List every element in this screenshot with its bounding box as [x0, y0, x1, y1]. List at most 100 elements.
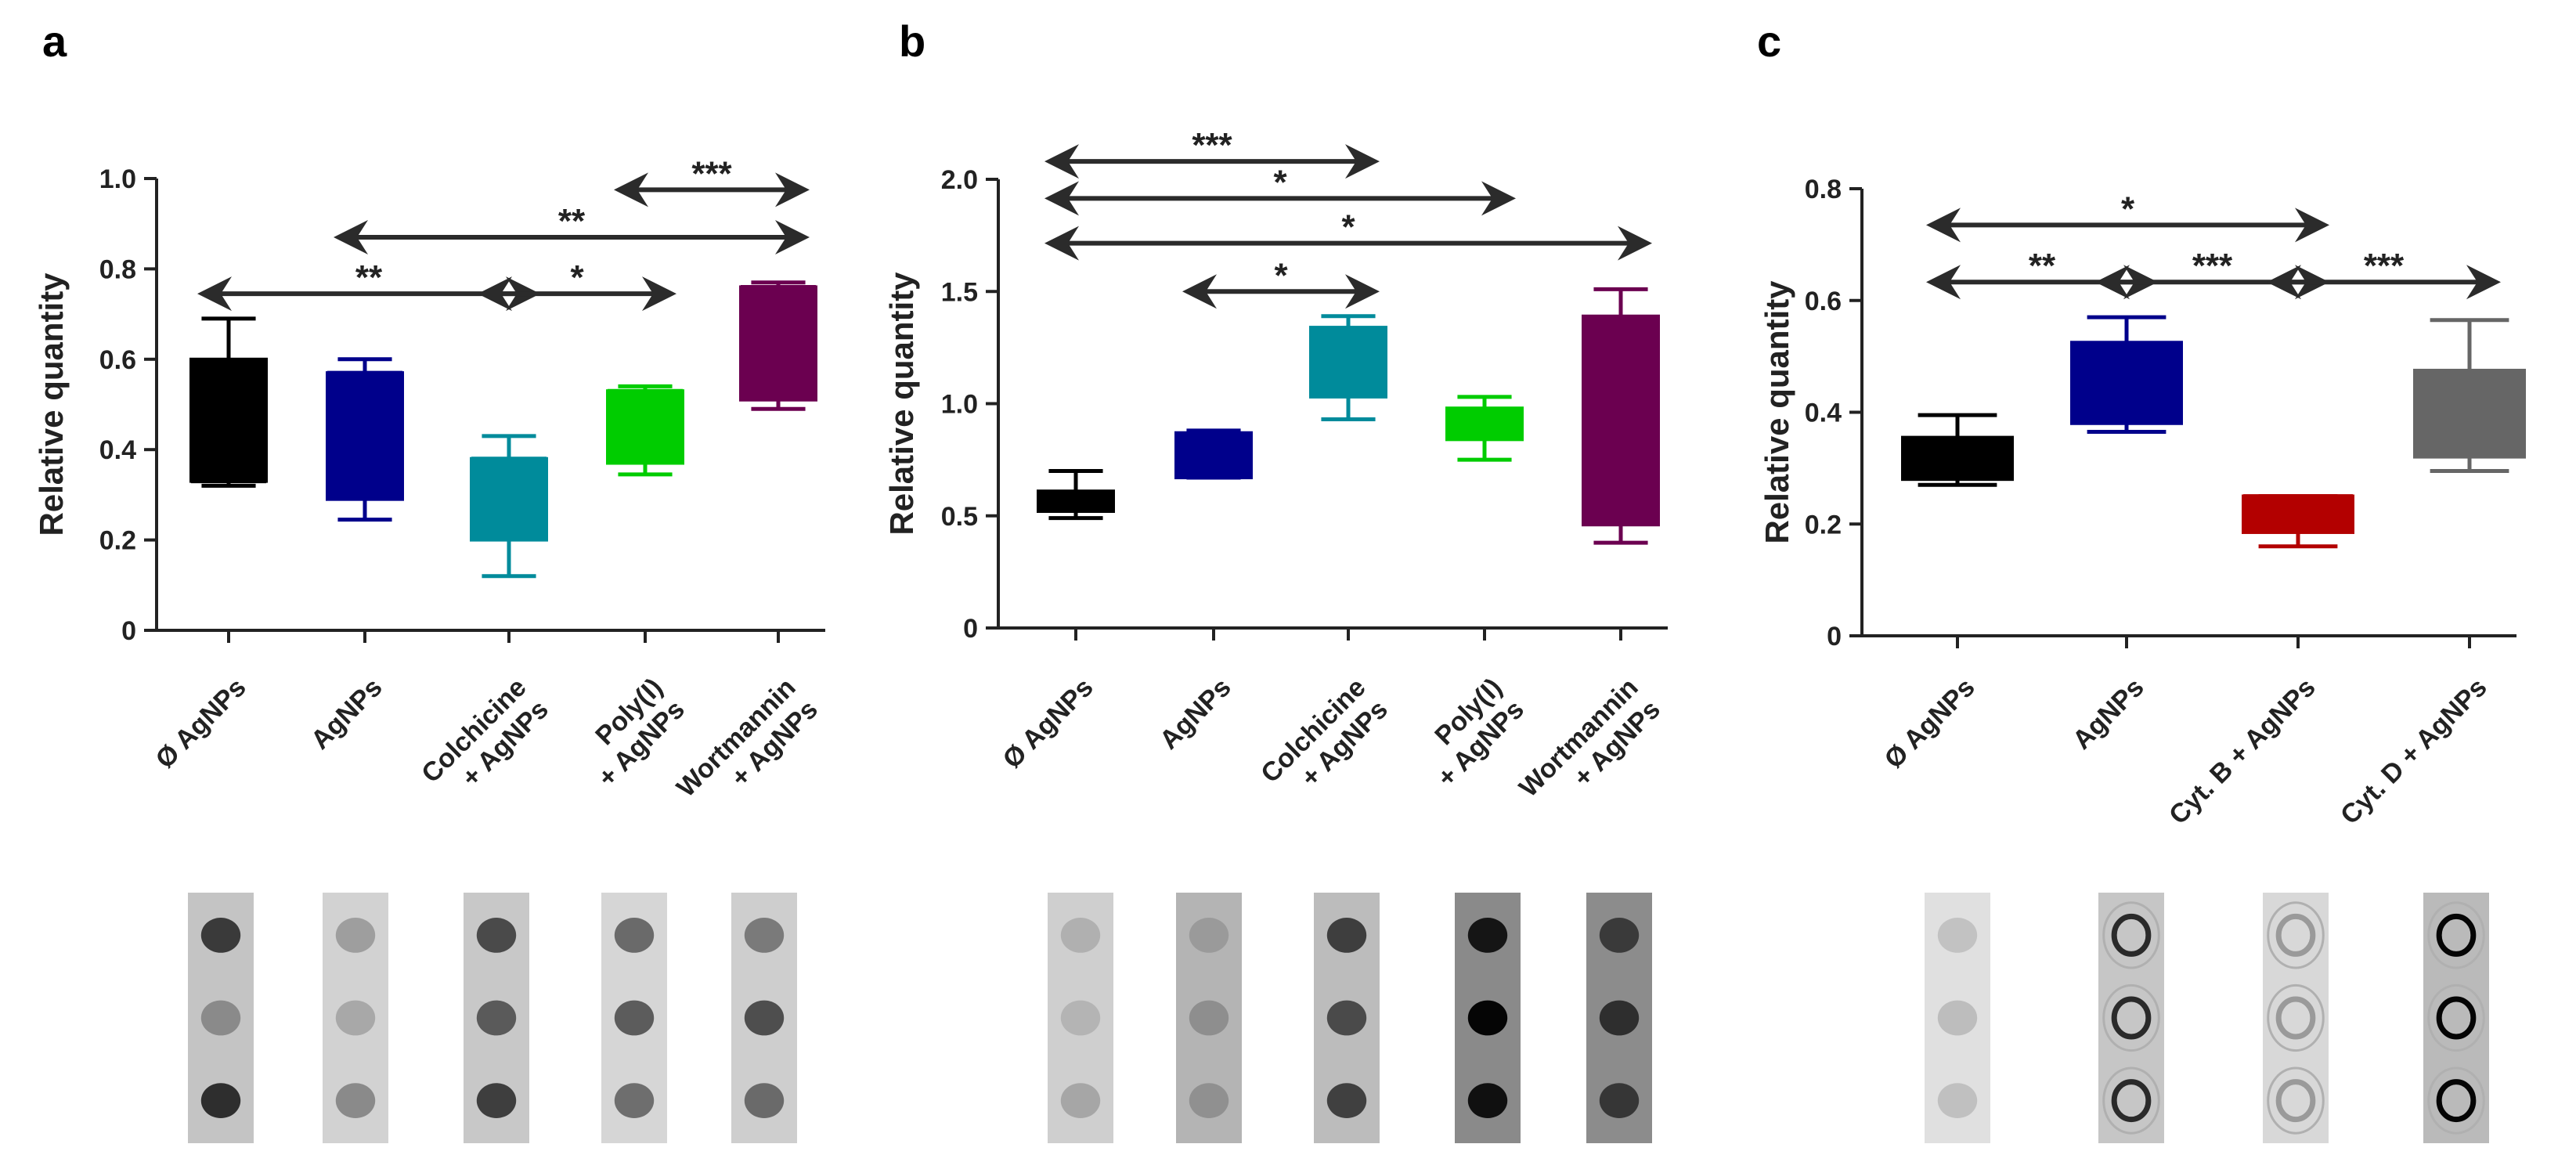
dot-blot-spot [744, 1000, 785, 1036]
significance-arrow-left [1044, 226, 1079, 261]
x-category-label-line: Cyt. D + AgNPs [2335, 673, 2493, 831]
dot-blot-strip [1455, 893, 1521, 1143]
panel-letter: a [42, 16, 67, 66]
dot-blot-spot [1060, 1000, 1101, 1036]
box-iqr [1582, 314, 1660, 527]
dot-blot-spot [744, 918, 785, 953]
x-category-label: Wortmannin+ AgNPs [1513, 673, 1666, 825]
panel-a: a Relative quantity 0 0.2 0.4 0.6 0.8 1.0 Ø AgNP… [33, 16, 825, 1143]
dot-blot-spot [2111, 913, 2152, 957]
dot-blot-background [2423, 893, 2489, 1143]
dot-blot-spot [2436, 913, 2477, 957]
significance-label: *** [1192, 126, 1232, 164]
dot-blot-spot [200, 1000, 241, 1036]
x-category-label-line: Cyt. B + AgNPs [2163, 673, 2322, 831]
dot-blot-spot [335, 1000, 376, 1036]
dot-blot-spot [1599, 1083, 1640, 1118]
x-category-label: Wortmannin+ AgNPs [671, 673, 824, 825]
box-iqr [2413, 368, 2526, 459]
significance-bracket: * [1044, 163, 1516, 216]
dot-blot-spot [2436, 996, 2477, 1040]
dot-blot-spot [476, 1083, 517, 1118]
box-iqr [2070, 341, 2183, 425]
box-iqr [1174, 431, 1253, 480]
significance-label: * [1341, 208, 1355, 247]
box-1 [1174, 428, 1253, 480]
box-3 [1445, 395, 1524, 462]
significance-label: ** [558, 202, 586, 240]
x-category-label: Colchicine+ AgNPs [416, 673, 554, 811]
y-tick-label: 0 [963, 614, 978, 644]
significance-bracket: * [478, 258, 676, 312]
significance-label: * [1273, 163, 1287, 201]
significance-arrow-left [197, 276, 232, 312]
significance-arrow-left [2095, 265, 2130, 300]
dot-blot-halo [2427, 1066, 2485, 1135]
y-tick-label: 0.2 [99, 526, 136, 556]
x-category-label-line: Ø AgNPs [150, 673, 251, 774]
dot-blot-strip [2098, 893, 2164, 1143]
dot-blot-spot [1326, 1000, 1367, 1036]
x-category-label: AgNPs [1154, 673, 1237, 756]
y-axis-title: Relative quantity [33, 272, 70, 536]
dot-blot-strip [1925, 893, 1990, 1143]
dot-blot-spot [1467, 1000, 1508, 1036]
dot-blot-halo [2102, 983, 2160, 1052]
significance-arrow-left [1926, 265, 1961, 300]
dot-blot-spot [1599, 1000, 1640, 1036]
x-category-label: AgNPs [2067, 673, 2150, 756]
y-tick-label: 0.8 [1805, 175, 1842, 204]
dot-blot-halo [2267, 1066, 2325, 1135]
significance-arrow-right [2295, 208, 2329, 243]
x-category-label-line: AgNPs [1154, 673, 1237, 756]
x-category-label-line: AgNPs [2067, 673, 2150, 756]
dot-blot-strip [2263, 893, 2329, 1143]
dot-blot-spot [1599, 918, 1640, 953]
box-iqr [1445, 406, 1524, 442]
x-category-label: Poly(I)+ AgNPs [1409, 673, 1530, 793]
box-2 [1309, 314, 1387, 422]
dot-blot-spot [1189, 1000, 1229, 1036]
dot-blot-spot [2111, 1079, 2152, 1123]
significance-arrow-left [334, 220, 368, 255]
y-axis-title: Relative quantity [1759, 280, 1795, 544]
significance-bracket: * [1044, 208, 1652, 261]
x-category-label: Cyt. D + AgNPs [2335, 673, 2493, 831]
significance-bracket: *** [2267, 247, 2501, 300]
significance-label: *** [2364, 247, 2405, 285]
y-tick-label: 1.0 [99, 164, 136, 194]
dot-blot-strip [1586, 893, 1652, 1143]
dot-blot-strip [731, 893, 797, 1143]
y-tick-label: 0.2 [1805, 510, 1842, 540]
dot-blot-background [2263, 893, 2329, 1143]
box-iqr [326, 371, 404, 501]
dot-blot-spot [2436, 1079, 2477, 1123]
x-category-label-line: AgNPs [305, 673, 388, 756]
box-iqr [2242, 494, 2354, 534]
significance-arrow-right [2466, 265, 2501, 300]
dot-blot-halo [2267, 983, 2325, 1052]
significance-arrow-right [1345, 144, 1380, 179]
box-4 [739, 280, 817, 411]
box-3 [2413, 318, 2526, 473]
box-iqr [470, 456, 548, 542]
box-2 [470, 434, 548, 579]
box-1 [326, 357, 404, 522]
dot-blot-strip [1176, 893, 1242, 1143]
dot-blot-strip [601, 893, 667, 1143]
dot-blot-spot [1937, 918, 1978, 953]
dot-blot-background [2098, 893, 2164, 1143]
dot-blot-strip [188, 893, 254, 1143]
box-3 [606, 384, 684, 477]
box-0 [1901, 413, 2014, 487]
y-tick-label: 0 [1827, 622, 1842, 651]
box-iqr [1037, 489, 1115, 514]
significance-arrow-right [1345, 274, 1380, 309]
dot-blot-strip [464, 893, 529, 1143]
significance-bracket: ** [197, 258, 540, 312]
box-2 [2242, 494, 2354, 549]
dot-blot-spot [476, 918, 517, 953]
significance-arrow-right [1481, 181, 1516, 216]
significance-bracket: * [1926, 189, 2329, 243]
